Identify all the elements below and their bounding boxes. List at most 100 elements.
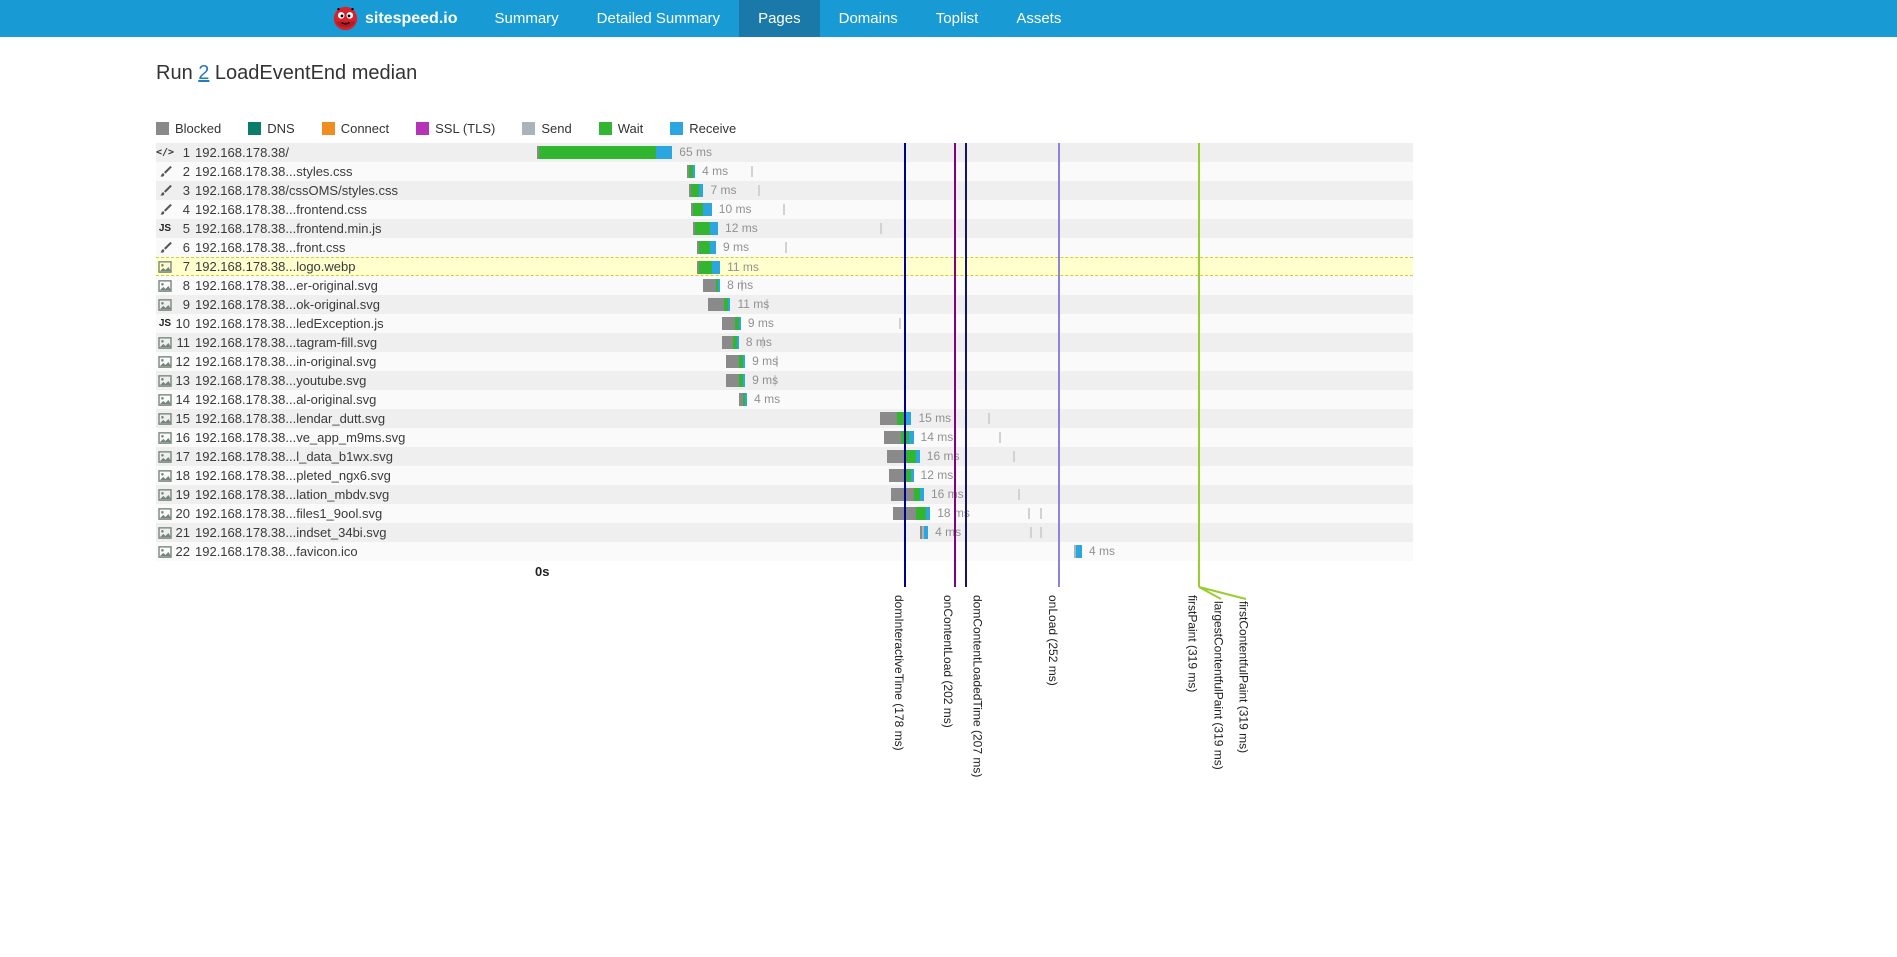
waterfall-row[interactable]: 18 192.168.178.38...pleted_ngx6.svg 12 ms (156, 466, 1413, 485)
waterfall-row[interactable]: JS 5 192.168.178.38...frontend.min.js 12 ms (156, 219, 1413, 238)
image-icon (156, 374, 174, 387)
request-number: 8 (182, 278, 190, 293)
request-bar[interactable] (707, 298, 731, 311)
request-bar[interactable] (697, 261, 721, 274)
request-bar[interactable] (892, 507, 931, 520)
request-bar[interactable] (726, 355, 746, 368)
waterfall-row[interactable]: 20 192.168.178.38...files1_9ool.svg 18 ms (156, 504, 1413, 523)
legend-item-connect: Connect (321, 121, 389, 136)
paint-tick (1027, 508, 1030, 519)
waterfall-row[interactable]: 22 192.168.178.38...favicon.ico 4 ms (156, 542, 1413, 561)
waterfall-row[interactable]: 12 192.168.178.38...in-original.svg 9 ms (156, 352, 1413, 371)
request-bar[interactable] (537, 146, 673, 159)
request-bar[interactable] (726, 374, 746, 387)
nav-item-domains[interactable]: Domains (838, 10, 898, 27)
segment-wait (688, 165, 694, 178)
request-number: 6 (182, 240, 190, 255)
marker-label-domContentLoadedTime: domContentLoadedTime (207 ms) (970, 595, 985, 778)
brand[interactable]: sitespeed.io (333, 6, 457, 31)
duration-label: 18 ms (937, 506, 970, 520)
waterfall-row[interactable]: 8 192.168.178.38...er-original.svg 8 ms (156, 276, 1413, 295)
nav-item-assets[interactable]: Assets (1016, 10, 1062, 27)
duration-label: 4 ms (702, 164, 729, 178)
paint-tick (998, 432, 1001, 443)
segment-receive (926, 507, 931, 520)
waterfall-row[interactable]: 3 192.168.178.38/cssOMS/styles.css 7 ms (156, 181, 1413, 200)
segment-receive (911, 469, 914, 482)
nav-item-summary[interactable]: Summary (494, 10, 559, 27)
legend-label: Wait (617, 121, 644, 136)
request-bar[interactable] (703, 279, 721, 292)
duration-label: 9 ms (722, 240, 749, 254)
waterfall-row[interactable]: 21 192.168.178.38...indset_34bi.svg 4 ms (156, 523, 1413, 542)
waterfall-row[interactable]: 15 192.168.178.38...lendar_dutt.svg 15 ms (156, 409, 1413, 428)
waterfall-row[interactable]: 9 192.168.178.38...ok-original.svg 11 ms (156, 295, 1413, 314)
waterfall-row[interactable]: 14 192.168.178.38...al-original.svg 4 ms (156, 390, 1413, 409)
request-bar[interactable] (886, 450, 920, 463)
waterfall-row[interactable]: 2 192.168.178.38...styles.css 4 ms (156, 162, 1413, 181)
waterfall-row[interactable]: 6 192.168.178.38...front.css 9 ms (156, 238, 1413, 257)
request-bar[interactable] (722, 317, 741, 330)
legend-swatch-receive (670, 122, 684, 135)
request-label: 17 192.168.178.38...l_data_b1wx.svg (156, 449, 535, 464)
request-number: 10 (175, 316, 190, 331)
nav-item-detailed-summary[interactable]: Detailed Summary (596, 10, 721, 27)
waterfall-row[interactable]: 7 192.168.178.38...logo.webp 11 ms (156, 257, 1413, 276)
segment-receive (738, 317, 741, 330)
request-label: 14 192.168.178.38...al-original.svg (156, 392, 535, 407)
waterfall-row[interactable]: 4 192.168.178.38...frontend.css 10 ms (156, 200, 1413, 219)
request-url: 192.168.178.38...frontend.min.js (195, 221, 382, 236)
waterfall-row[interactable]: 19 192.168.178.38...lation_mbdv.svg 16 ms (156, 485, 1413, 504)
paint-tick (1040, 527, 1043, 538)
request-number: 14 (175, 392, 190, 407)
segment-receive (703, 203, 712, 216)
nav-item-pages[interactable]: Pages (739, 0, 820, 37)
request-bar[interactable] (1073, 545, 1083, 558)
image-icon (156, 488, 174, 501)
request-url: 192.168.178.38...youtube.svg (195, 373, 367, 388)
request-bar[interactable] (919, 526, 929, 539)
segment-wait (695, 222, 710, 235)
segment-wait (913, 488, 920, 501)
waterfall-chart: </> 1 192.168.178.38/65 ms 2 192.168.178.38.… (156, 143, 1413, 777)
duration-label: 12 ms (920, 468, 954, 482)
request-timeline: 8 ms (535, 276, 1413, 295)
request-bar[interactable] (890, 488, 924, 501)
image-icon (156, 298, 174, 311)
segment-wait (699, 241, 710, 254)
request-bar[interactable] (888, 469, 914, 482)
waterfall-row[interactable]: JS 10 192.168.178.38...ledException.js 9 ms (156, 314, 1413, 333)
segment-blocked (884, 431, 902, 444)
legend-swatch-dns (248, 122, 262, 135)
legend-item-dns: DNS (248, 121, 295, 136)
request-timeline: 9 ms (535, 314, 1413, 333)
waterfall-row[interactable]: 16 192.168.178.38...ve_app_m9ms.svg 14 ms (156, 428, 1413, 447)
waterfall-row[interactable]: 11 192.168.178.38...tagram-fill.svg 8 ms (156, 333, 1413, 352)
request-bar[interactable] (738, 393, 748, 406)
request-bar[interactable] (693, 222, 719, 235)
request-number: 15 (175, 411, 190, 426)
request-bar[interactable] (880, 412, 912, 425)
segment-receive (1075, 545, 1083, 558)
image-icon (156, 545, 174, 558)
request-bar[interactable] (697, 241, 716, 254)
request-label: </> 1 192.168.178.38/ (156, 145, 535, 160)
request-bar[interactable] (686, 165, 696, 178)
segment-wait (896, 412, 906, 425)
nav-item-toplist[interactable]: Toplist (935, 10, 979, 27)
request-bar[interactable] (688, 184, 704, 197)
request-timeline: 9 ms (535, 371, 1413, 390)
request-number: 20 (175, 506, 190, 521)
run-link[interactable]: 2 (198, 62, 210, 84)
request-bar[interactable] (884, 431, 914, 444)
request-bar[interactable] (691, 203, 712, 216)
duration-label: 14 ms (920, 430, 954, 444)
request-bar[interactable] (722, 336, 739, 349)
request-timeline: 12 ms (535, 466, 1413, 485)
request-number: 11 (176, 335, 191, 350)
segment-wait (738, 374, 743, 387)
segment-blocked (688, 184, 691, 197)
waterfall-row[interactable]: </> 1 192.168.178.38/65 ms (156, 143, 1413, 162)
waterfall-row[interactable]: 17 192.168.178.38...l_data_b1wx.svg 16 ms (156, 447, 1413, 466)
waterfall-row[interactable]: 13 192.168.178.38...youtube.svg 9 ms (156, 371, 1413, 390)
